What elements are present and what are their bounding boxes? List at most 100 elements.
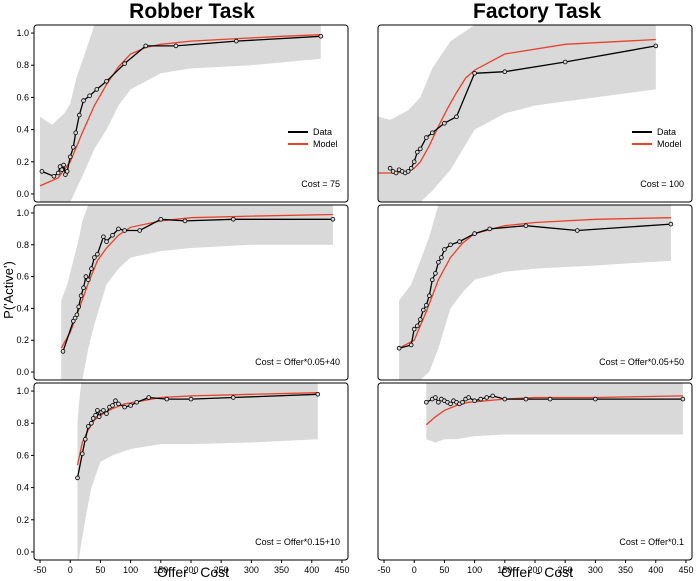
x-tick-label: 100 bbox=[467, 565, 482, 575]
model-line bbox=[39, 34, 321, 187]
data-point bbox=[429, 130, 435, 136]
data-point bbox=[110, 232, 115, 238]
data-point bbox=[76, 304, 81, 310]
x-tick-label: 350 bbox=[274, 565, 289, 575]
legend-data-label: Data bbox=[657, 127, 676, 137]
data-point bbox=[71, 145, 76, 150]
data-point bbox=[158, 217, 164, 222]
data-point bbox=[87, 93, 92, 99]
panel-frame bbox=[33, 204, 349, 381]
cost-annotation: Cost = Offer*0.05+50 bbox=[599, 357, 684, 367]
data-point bbox=[95, 408, 100, 413]
data-point bbox=[81, 285, 86, 291]
confidence-band bbox=[399, 205, 671, 380]
data-point bbox=[668, 221, 674, 227]
data-point bbox=[101, 408, 106, 413]
x-tick-label: -50 bbox=[34, 565, 47, 575]
model-line bbox=[398, 217, 671, 349]
data-point bbox=[64, 169, 70, 174]
cost-annotation: Cost = Offer*0.1 bbox=[619, 537, 684, 547]
data-point bbox=[593, 396, 598, 402]
data-point bbox=[146, 395, 152, 400]
x-tick-label: 150 bbox=[497, 565, 512, 575]
data-point bbox=[420, 307, 426, 313]
x-tick-label: 50 bbox=[439, 565, 449, 575]
legend-model-label: Model bbox=[313, 139, 338, 149]
data-point bbox=[523, 396, 529, 402]
x-tick-label: 150 bbox=[153, 565, 168, 575]
data-point bbox=[426, 293, 432, 299]
col-title-factory: Factory Task bbox=[473, 0, 601, 23]
data-point bbox=[74, 312, 80, 318]
y-tick-label: 1.0 bbox=[16, 28, 29, 38]
y-tick-label: 0.0 bbox=[16, 189, 29, 199]
data-point bbox=[411, 326, 417, 332]
data-point bbox=[574, 228, 580, 233]
model-line bbox=[425, 395, 683, 426]
data-point bbox=[414, 323, 420, 329]
cost-annotation: Cost = Offer*0.05+40 bbox=[255, 357, 340, 367]
data-point bbox=[60, 349, 66, 354]
legend: Data Model bbox=[288, 127, 338, 149]
y-tick-label: 0.8 bbox=[16, 60, 29, 70]
data-point bbox=[484, 395, 490, 400]
y-tick-label: 0.0 bbox=[16, 547, 29, 557]
data-point bbox=[408, 165, 414, 171]
data-point bbox=[472, 71, 477, 76]
data-point bbox=[134, 399, 140, 405]
panel-frame bbox=[33, 24, 349, 203]
data-point bbox=[78, 293, 84, 299]
data-point bbox=[478, 396, 484, 402]
y-tick-label: 0.2 bbox=[16, 335, 29, 345]
panel-robber-cost-offer-015-10: 0.0 0.2 0.4 0.6 0.8 1.0 -50 0 50 100 150 200 250 300 3… bbox=[16, 382, 349, 575]
data-point bbox=[448, 242, 453, 248]
x-tick-label: 400 bbox=[648, 565, 663, 575]
data-point bbox=[77, 112, 82, 118]
data-point bbox=[188, 396, 194, 402]
data-point bbox=[547, 396, 553, 402]
data-point bbox=[89, 266, 94, 271]
data-point bbox=[73, 130, 78, 136]
data-point bbox=[104, 411, 109, 416]
legend-model-label: Model bbox=[657, 139, 682, 149]
data-point bbox=[436, 259, 441, 265]
data-point bbox=[128, 403, 133, 408]
y-tick-label: 0.6 bbox=[16, 450, 29, 460]
x-tick-label: 350 bbox=[618, 565, 633, 575]
x-tick-label: 300 bbox=[244, 565, 259, 575]
panel-factory-cost-offer-005-50: Cost = Offer*0.05+50 bbox=[377, 204, 693, 381]
data-point bbox=[95, 252, 100, 257]
data-point bbox=[472, 398, 477, 404]
data-point bbox=[182, 218, 188, 224]
x-tick-label: 0 bbox=[412, 565, 417, 575]
y-tick-label: 0.6 bbox=[16, 92, 29, 102]
y-tick-label: 0.4 bbox=[16, 125, 29, 135]
data-point bbox=[423, 399, 429, 405]
panel-factory-cost-offer-01: -50 0 50 100 150 200 250 300 350 400 450 Cost = Off… bbox=[377, 382, 693, 575]
x-tick-label: 400 bbox=[304, 565, 319, 575]
confidence-band bbox=[77, 383, 318, 560]
data-point bbox=[433, 395, 438, 400]
data-point bbox=[454, 114, 459, 119]
data-point bbox=[448, 401, 453, 407]
cost-annotation: Cost = 75 bbox=[301, 179, 340, 189]
data-point bbox=[423, 302, 429, 308]
data-point bbox=[86, 277, 91, 283]
data-point bbox=[680, 396, 686, 402]
data-point bbox=[315, 391, 321, 397]
data-point bbox=[122, 404, 127, 410]
x-tick-label: 100 bbox=[123, 565, 138, 575]
data-point bbox=[487, 226, 493, 232]
panel-frame bbox=[377, 204, 693, 381]
cost-annotation: Cost = Offer*0.15+10 bbox=[255, 537, 340, 547]
y-tick-label: 0.8 bbox=[16, 240, 29, 250]
data-point bbox=[173, 43, 179, 49]
data-point bbox=[405, 169, 411, 174]
data-point bbox=[61, 162, 66, 168]
panel-factory-cost-100: Cost = 100 Data Model bbox=[377, 24, 693, 203]
y-tick-label: 0.0 bbox=[16, 367, 29, 377]
legend: Data Model bbox=[632, 127, 682, 149]
x-tick-label: 250 bbox=[558, 565, 573, 575]
data-point bbox=[502, 396, 508, 402]
